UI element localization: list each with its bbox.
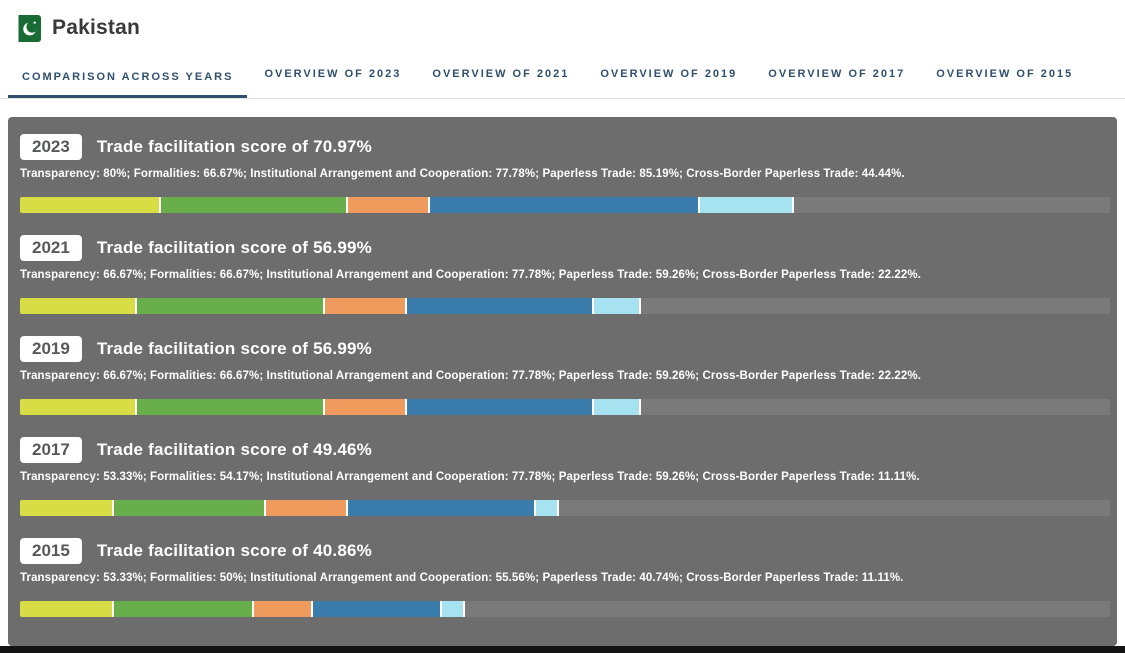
bar-segment-formalities [113,601,255,617]
bar-segment-cross-border-paperless-trade [699,197,794,213]
footer-strip [0,646,1125,653]
year-section-2019: 2019 Trade facilitation score of 56.99% … [20,336,1110,415]
stacked-score-bar [20,500,1110,516]
year-section-2021: 2021 Trade facilitation score of 56.99% … [20,235,1110,314]
stacked-score-bar [20,399,1110,415]
bar-segment-cross-border-paperless-trade [535,500,560,516]
bar-segment-transparency [20,298,138,314]
year-badge: 2019 [20,336,82,362]
bar-segment-formalities [137,298,325,314]
category-scores-text: Transparency: 66.67%; Formalities: 66.67… [20,370,921,382]
bar-segment-paperless-trade [348,500,536,516]
pakistan-flag-icon [14,14,41,42]
year-section-2017: 2017 Trade facilitation score of 49.46% … [20,437,1110,516]
bar-segment-institutional-arrangement-and-cooperation [324,399,407,415]
bar-segment-transparency [20,399,138,415]
page-title: Pakistan [52,16,140,39]
tab-overview-2021[interactable]: Overview of 2021 [432,68,570,80]
bar-segment-transparency [20,197,161,213]
bar-segment-formalities [113,500,267,516]
category-scores-text: Transparency: 66.67%; Formalities: 66.67… [20,269,921,281]
stacked-score-bar [20,298,1110,314]
year-badge: 2021 [20,235,82,261]
stacked-score-bar [20,197,1110,213]
bar-segment-transparency [20,601,114,617]
bar-segment-paperless-trade [312,601,442,617]
tab-overview-2023[interactable]: Overview of 2023 [264,68,402,80]
bar-segment-cross-border-paperless-trade [594,298,642,314]
bar-segment-cross-border-paperless-trade [441,601,466,617]
bar-segment-institutional-arrangement-and-cooperation [324,298,407,314]
year-section-2015: 2015 Trade facilitation score of 40.86% … [20,538,1110,617]
category-scores-text: Transparency: 53.33%; Formalities: 54.17… [20,471,920,483]
tab-overview-2015[interactable]: Overview of 2015 [936,68,1074,80]
bar-segment-institutional-arrangement-and-cooperation [266,500,349,516]
tab-overview-2019[interactable]: Overview of 2019 [600,68,738,80]
score-title: Trade facilitation score of 70.97% [96,137,372,156]
score-title: Trade facilitation score of 56.99% [96,339,372,358]
bar-segment-formalities [160,197,349,213]
bar-segment-paperless-trade [406,298,595,314]
tab-comparison-across-years[interactable]: Comparison across years [8,59,248,98]
bar-segment-institutional-arrangement-and-cooperation [348,197,431,213]
bar-segment-institutional-arrangement-and-cooperation [254,601,313,617]
bar-segment-paperless-trade [406,399,595,415]
bar-segment-formalities [137,399,325,415]
bar-segment-paperless-trade [430,197,700,213]
bar-segment-transparency [20,500,114,516]
bar-segment-cross-border-paperless-trade [594,399,642,415]
year-badge: 2015 [20,538,82,564]
year-badge: 2017 [20,437,82,463]
year-badge: 2023 [20,134,82,160]
year-section-2023: 2023 Trade facilitation score of 70.97% … [20,134,1110,213]
page-header: Pakistan [0,0,1125,52]
tab-bar: Comparison across years Overview of 2023… [0,52,1125,99]
category-scores-text: Transparency: 53.33%; Formalities: 50%; … [20,572,904,584]
score-title: Trade facilitation score of 49.46% [96,440,372,459]
category-scores-text: Transparency: 80%; Formalities: 66.67%; … [20,168,905,180]
score-title: Trade facilitation score of 56.99% [96,238,372,257]
score-title: Trade facilitation score of 40.86% [96,541,372,560]
stacked-score-bar [20,601,1110,617]
comparison-panel: 2023 Trade facilitation score of 70.97% … [8,117,1117,646]
tab-overview-2017[interactable]: Overview of 2017 [768,68,906,80]
